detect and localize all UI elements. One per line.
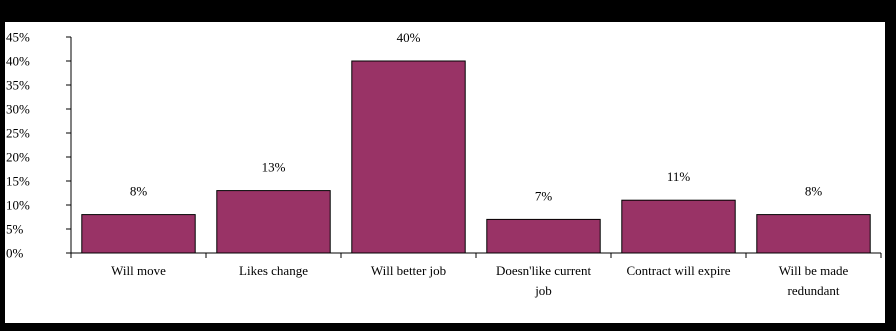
x-tick-label: Will move [111,263,166,278]
data-labels: 8% 13% 40% 7% 11% 8% [130,30,823,203]
x-tick-label: Doesn'like current [496,263,592,278]
data-label: 8% [805,184,823,199]
x-tick-label: Will be made [779,263,849,278]
x-tick-label: redundant [788,283,840,298]
data-label: 11% [667,169,691,184]
y-tick-labels: 0% 5% 10% 15% 20% 25% 30% 35% 40% 45% [6,30,30,261]
data-label: 8% [130,184,148,199]
y-tick-label: 45% [6,30,30,45]
y-axis [66,36,72,254]
bar [486,218,601,254]
plot-area: 0% 5% 10% 15% 20% 25% 30% 35% 40% 45% 8% 13% 40% 7% 1… [5,22,885,323]
y-tick-label: 30% [6,102,30,117]
x-axis [66,252,882,258]
bar [216,190,331,254]
y-tick-label: 20% [6,150,30,165]
x-tick-labels: Will move Likes change Will better job Does… [111,263,848,298]
data-label: 13% [262,160,286,175]
x-tick-label: job [534,283,552,298]
bar [756,214,871,254]
bar [81,214,196,254]
y-tick-label: 25% [6,126,30,141]
data-label: 7% [535,188,553,203]
y-tick-label: 35% [6,78,30,93]
y-tick-label: 10% [6,198,30,213]
bar [621,199,736,254]
x-tick-label: Likes change [239,263,308,278]
y-tick-label: 40% [6,54,30,69]
bar-chart: 0% 5% 10% 15% 20% 25% 30% 35% 40% 45% 8% 13% 40% 7% 1… [6,30,882,298]
bar [351,60,466,254]
x-tick-label: Contract will expire [627,263,731,278]
x-tick-label: Will better job [371,263,446,278]
data-label: 40% [397,30,421,45]
bars [81,60,871,254]
y-tick-label: 5% [6,222,24,237]
y-tick-label: 0% [6,246,24,261]
y-tick-label: 15% [6,174,30,189]
